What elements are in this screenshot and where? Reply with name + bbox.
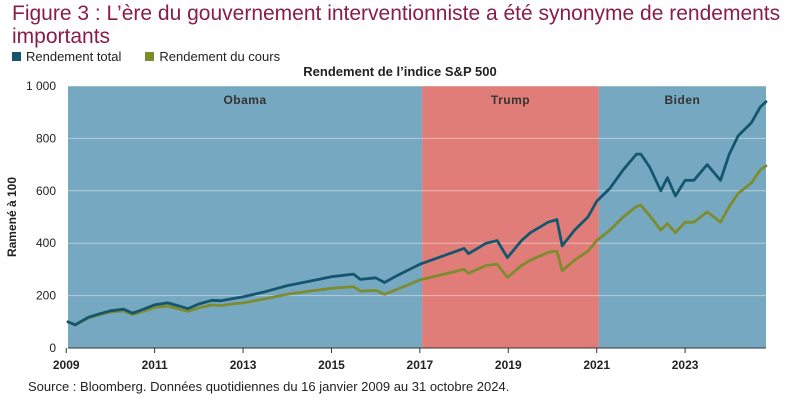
region-trump bbox=[422, 86, 599, 348]
source-note: Source : Bloomberg. Données quotidiennes… bbox=[28, 379, 510, 394]
legend-item-total-return: Rendement total bbox=[12, 49, 121, 64]
x-tick-label: 2013 bbox=[230, 358, 257, 372]
y-tick-label: 0 bbox=[49, 341, 56, 355]
legend-label-total-return: Rendement total bbox=[26, 49, 122, 64]
y-tick-label: 600 bbox=[36, 184, 56, 198]
region-obama bbox=[68, 86, 423, 348]
y-tick-label: 200 bbox=[36, 289, 56, 303]
series-line-total-return bbox=[66, 100, 768, 327]
region-biden bbox=[598, 86, 766, 348]
legend-swatch-total-return bbox=[12, 52, 21, 61]
region-label-obama: Obama bbox=[223, 93, 266, 107]
region-label-biden: Biden bbox=[665, 93, 701, 107]
y-tick-label: 1 000 bbox=[26, 79, 56, 93]
chart-title: Rendement de l’indice S&P 500 bbox=[303, 64, 497, 79]
figure-title: Figure 3 : L’ère du gouvernement interve… bbox=[12, 2, 781, 48]
region-label-trump: Trump bbox=[491, 93, 530, 107]
y-tick-label: 400 bbox=[36, 236, 56, 250]
x-tick-label: 2019 bbox=[495, 358, 522, 372]
x-tick-label: 2009 bbox=[53, 358, 80, 372]
y-axis-label: Ramené à 100 bbox=[5, 177, 19, 257]
y-tick-label: 800 bbox=[36, 131, 56, 145]
x-tick-label: 2021 bbox=[583, 358, 610, 372]
series-line-price-return bbox=[66, 164, 768, 327]
x-tick-label: 2017 bbox=[407, 358, 434, 372]
x-tick-label: 2015 bbox=[318, 358, 345, 372]
legend: Rendement total Rendement du cours bbox=[12, 49, 280, 64]
legend-swatch-price-return bbox=[145, 52, 155, 61]
x-tick-label: 2011 bbox=[142, 358, 168, 372]
legend-item-price-return: Rendement du cours bbox=[145, 49, 280, 64]
legend-label-price-return: Rendement du cours bbox=[159, 49, 281, 64]
x-tick-label: 2023 bbox=[672, 358, 699, 372]
